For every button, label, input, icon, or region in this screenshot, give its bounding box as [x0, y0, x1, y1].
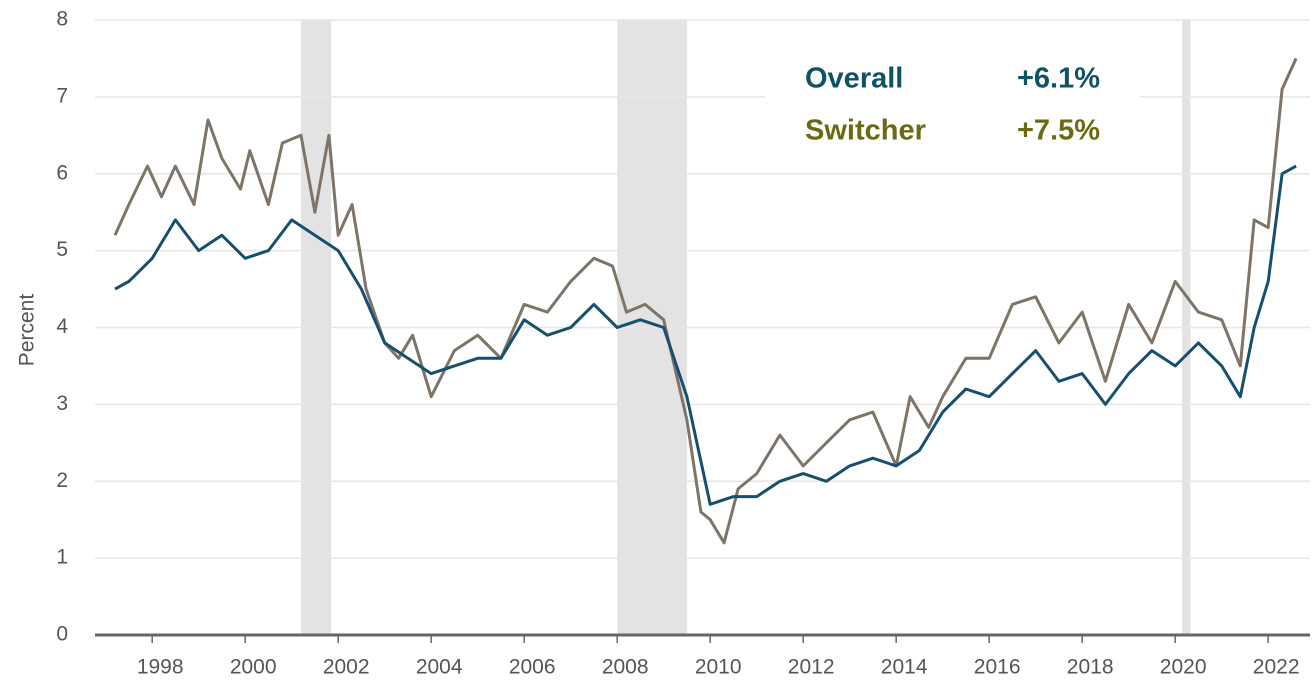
legend-name: Switcher [805, 115, 926, 147]
legend-box [765, 60, 1140, 160]
x-tick-label: 2004 [416, 656, 463, 679]
x-tick-label: 2022 [1253, 656, 1300, 679]
x-tick-label: 2014 [881, 656, 928, 679]
x-tick-label: 2010 [695, 656, 742, 679]
y-tick-label: 5 [56, 238, 68, 261]
legend-value: +7.5% [1017, 115, 1100, 147]
y-axis-label: Percent [16, 294, 39, 367]
legend-value: +6.1% [1017, 63, 1100, 95]
y-tick-label: 4 [56, 315, 68, 338]
x-tick-label: 2016 [974, 656, 1021, 679]
series-line [113, 57, 1298, 545]
x-tick-label: 2002 [323, 656, 370, 679]
x-tick-label: 2018 [1067, 656, 1114, 679]
series-line [114, 164, 1297, 506]
y-tick-label: 0 [56, 623, 68, 646]
legend-name: Overall [805, 63, 903, 95]
y-tick-label: 1 [56, 546, 68, 569]
x-tick-label: 2012 [788, 656, 835, 679]
x-tick-label: 2008 [602, 656, 649, 679]
y-tick-label: 2 [56, 469, 68, 492]
y-tick-label: 7 [56, 84, 68, 107]
x-tick-label: 2020 [1160, 656, 1207, 679]
y-tick-label: 8 [56, 8, 68, 31]
x-tick-label: 2006 [509, 656, 556, 679]
y-tick-label: 3 [56, 392, 68, 415]
x-tick-label: 1998 [137, 656, 184, 679]
y-tick-label: 6 [56, 161, 68, 184]
x-tick-label: 2000 [230, 656, 277, 679]
